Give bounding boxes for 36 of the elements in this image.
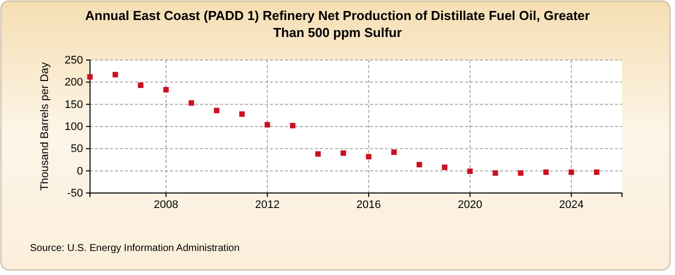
point [543,169,549,175]
y-tick-label: 100 [64,121,83,134]
point [594,169,600,175]
point [214,108,220,114]
point [467,168,473,174]
point [366,154,372,160]
y-tick-label: 200 [64,76,83,89]
point [264,122,270,128]
chart-title: Annual East Coast (PADD 1) Refinery Net Production of Distillate Fuel Oil, Greater Than 500 ppm Sulfur [85,8,590,40]
point [87,74,93,80]
y-tick-label: -50 [67,188,83,200]
y-tick-label: 0 [76,165,83,178]
point [138,82,144,88]
source-note: Source: U.S. Energy Information Administration [30,243,240,254]
x-tick-label: 2008 [154,198,178,211]
point [518,170,524,176]
point [416,162,422,168]
y-axis-title: Thousand Barrels per Day [39,62,51,191]
point [568,169,574,175]
point [340,150,346,156]
point [290,122,296,128]
point [163,86,169,92]
y-tick-label: 150 [64,98,83,111]
point [315,151,321,157]
y-tick-label: 250 [64,54,83,67]
x-tick-label: 2024 [559,198,584,211]
x-tick-label: 2016 [356,198,381,211]
y-tick-label: 50 [70,143,83,156]
x-tick-label: 2012 [255,198,280,211]
point [391,149,397,155]
point [188,100,194,106]
point [112,72,118,78]
point [239,111,245,117]
point [442,164,448,170]
x-tick-label: 2020 [458,198,482,211]
point [492,170,498,176]
